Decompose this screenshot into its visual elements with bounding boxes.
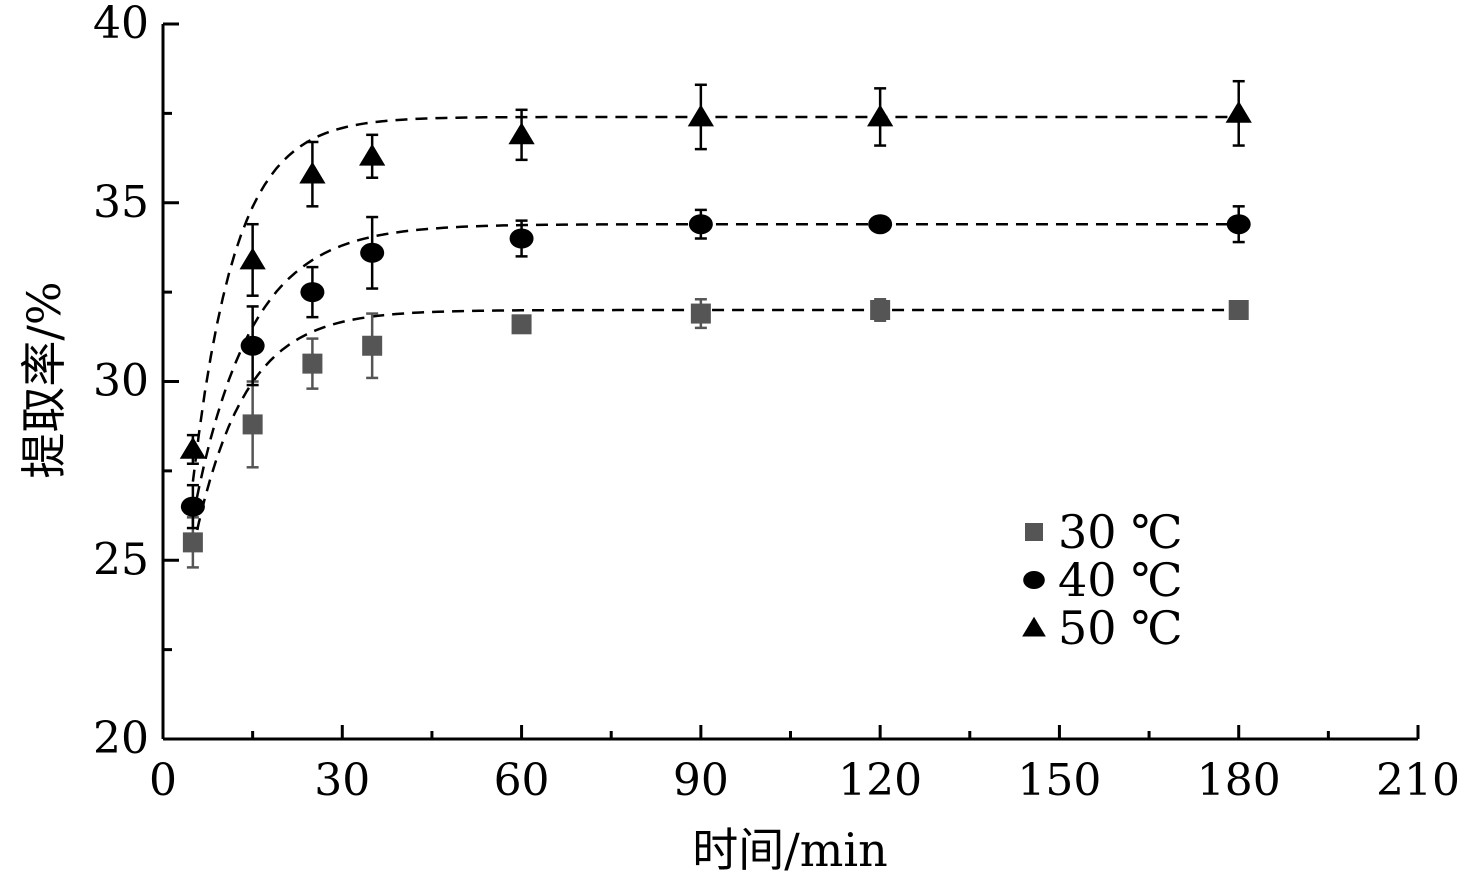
legend-label-1: 30 ℃ bbox=[1058, 505, 1183, 559]
data-point bbox=[1226, 214, 1251, 235]
legend-marker-2 bbox=[1023, 571, 1045, 589]
y-tick-label: 40 bbox=[93, 0, 149, 49]
y-tick-label: 20 bbox=[93, 713, 149, 764]
data-point bbox=[509, 228, 534, 249]
data-point bbox=[511, 314, 532, 335]
x-tick-label: 210 bbox=[1376, 755, 1459, 806]
legend-label-3: 50 ℃ bbox=[1058, 601, 1183, 655]
data-point bbox=[299, 161, 326, 184]
x-tick-label: 150 bbox=[1017, 755, 1101, 806]
data-point bbox=[508, 122, 535, 145]
data-point bbox=[687, 104, 714, 127]
legend-label-2: 40 ℃ bbox=[1058, 553, 1183, 607]
x-tick-label: 30 bbox=[314, 755, 370, 806]
data-point bbox=[690, 303, 711, 324]
data-point bbox=[360, 242, 385, 263]
fit-curve-30 bbox=[191, 308, 1239, 550]
x-axis-title: 时间/min bbox=[692, 823, 887, 875]
legend-marker-1 bbox=[1025, 523, 1043, 541]
fit-curve-40 bbox=[191, 222, 1239, 518]
fit-curve-50 bbox=[191, 115, 1239, 482]
series-3 bbox=[179, 79, 1252, 465]
y-tick-label: 35 bbox=[93, 177, 149, 228]
data-point bbox=[300, 282, 325, 303]
data-point bbox=[868, 214, 893, 235]
data-point bbox=[302, 353, 323, 374]
y-axis-title: 提取率/% bbox=[17, 281, 71, 478]
data-point bbox=[688, 214, 713, 235]
data-point bbox=[870, 300, 891, 320]
data-point bbox=[1228, 300, 1249, 320]
data-point bbox=[239, 247, 266, 270]
legend: 30 ℃40 ℃50 ℃ bbox=[1022, 505, 1183, 655]
legend-marker-3 bbox=[1022, 616, 1046, 637]
data-point bbox=[180, 496, 205, 517]
x-tick-label: 60 bbox=[494, 755, 550, 806]
data-point bbox=[182, 532, 203, 553]
data-point bbox=[867, 104, 894, 127]
y-tick-label: 30 bbox=[93, 356, 149, 407]
axes: 0 30 60 90 120 150 180 210 20 25 30 35 40 bbox=[93, 0, 1459, 806]
fit-curves bbox=[191, 115, 1239, 550]
data-point bbox=[240, 335, 265, 356]
data-point bbox=[1225, 100, 1252, 123]
x-tick-label: 120 bbox=[838, 755, 922, 806]
data-marks bbox=[179, 79, 1252, 569]
x-tick-label: 180 bbox=[1197, 755, 1281, 806]
data-point bbox=[242, 414, 263, 435]
data-point bbox=[359, 143, 386, 166]
data-point bbox=[179, 436, 207, 459]
series-1 bbox=[182, 298, 1249, 569]
y-tick-label: 25 bbox=[93, 534, 149, 585]
series-2 bbox=[180, 205, 1251, 530]
x-tick-label: 90 bbox=[673, 755, 729, 806]
data-point bbox=[362, 335, 383, 356]
x-tick-label: 0 bbox=[149, 755, 177, 806]
